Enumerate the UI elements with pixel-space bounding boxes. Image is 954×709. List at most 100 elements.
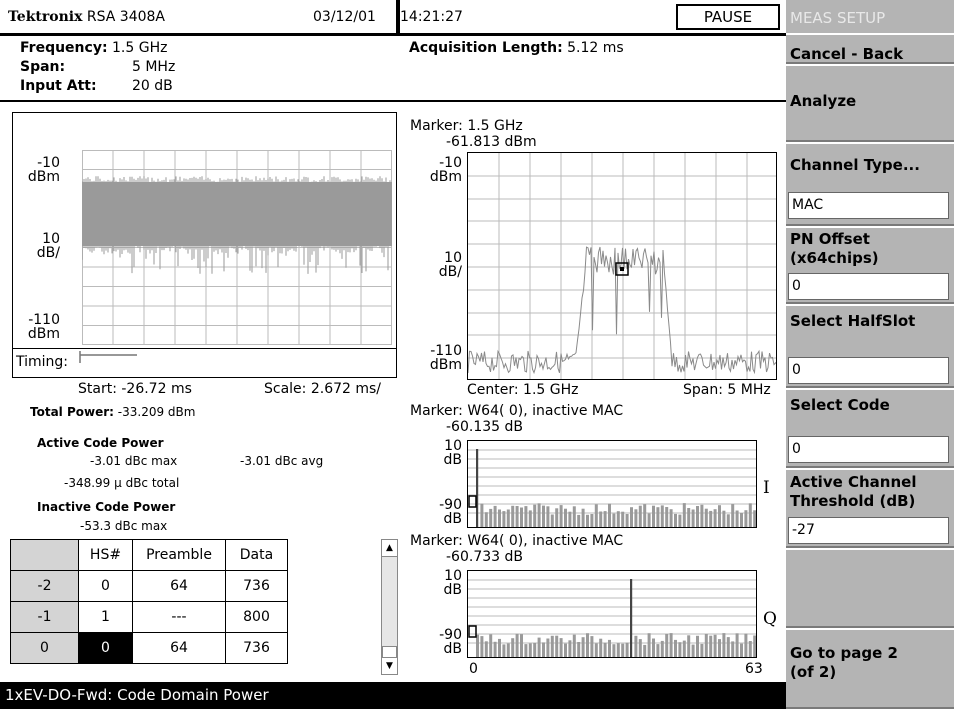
active-threshold-button[interactable]: Active Channel Threshold (dB) — [786, 468, 954, 548]
code-bar — [603, 511, 607, 527]
code-bar — [682, 503, 686, 527]
code-bar — [638, 639, 642, 657]
code-bar — [581, 508, 585, 527]
time-trace-spikes — [82, 176, 391, 274]
analyze-label: Analyze — [790, 92, 857, 110]
code-bar — [484, 512, 488, 527]
cell-hs-selected[interactable]: 0 — [78, 632, 133, 664]
code-bar — [748, 641, 752, 657]
goto-page-button[interactable]: Go to page 2 (of 2) — [786, 628, 954, 709]
code-bar — [498, 638, 501, 657]
header-hs: HS# — [78, 539, 133, 571]
code-bar — [700, 643, 704, 657]
code-bar — [537, 637, 541, 657]
code-i-channel: I — [763, 478, 770, 498]
spec-y-bot: -110 — [430, 343, 462, 359]
code-i-y-top-unit: dB — [443, 452, 463, 468]
analyze-button[interactable]: Analyze — [786, 64, 954, 142]
select-code-field[interactable]: 0 — [788, 436, 949, 463]
code-bar — [638, 505, 642, 527]
empty-softkey[interactable] — [786, 548, 954, 628]
code-bar — [643, 644, 647, 657]
code-bar — [568, 640, 572, 657]
span-setting: Span: 5 MHz — [20, 59, 175, 75]
input-att-value: 20 dB — [132, 78, 173, 94]
timing-label: Timing: — [16, 354, 69, 370]
total-power-value: -33.209 dBm — [117, 405, 196, 419]
code-q-grid — [468, 579, 756, 644]
channel-type-button[interactable]: Channel Type... — [786, 142, 954, 226]
status-bar: 1xEV-DO-Fwd: Code Domain Power — [0, 682, 786, 709]
code-i-y-bot: -90 — [439, 497, 462, 513]
select-halfslot-button[interactable]: Select HalfSlot — [786, 304, 954, 388]
table-row[interactable]: -1 1 --- 800 — [10, 601, 288, 633]
table-row[interactable]: -2 0 64 736 — [10, 570, 288, 602]
code-bar — [643, 504, 647, 527]
span-label: Span: — [20, 59, 66, 75]
code-bar — [586, 514, 589, 527]
code-i-y-top: 10 — [444, 438, 462, 454]
channel-type-label: Channel Type... — [790, 156, 920, 174]
spectrum-trace — [468, 246, 776, 375]
code-q-bars — [476, 579, 756, 657]
scroll-down-icon[interactable]: ▼ — [382, 657, 397, 674]
code-bar — [515, 633, 519, 657]
cell-data: 736 — [225, 632, 288, 664]
code-bar — [594, 643, 598, 657]
code-bar — [612, 513, 616, 527]
pn-offset-label: PN Offset — [790, 230, 870, 248]
pause-indicator[interactable]: PAUSE — [676, 4, 780, 30]
spectrum-marker-value: -61.813 dBm — [446, 134, 537, 150]
code-bar — [634, 635, 638, 657]
channel-type-field[interactable]: MAC — [788, 192, 949, 219]
inactive-max: -53.3 dBc max — [80, 519, 168, 533]
code-bar — [718, 639, 721, 657]
brand-name: Tektronix — [8, 9, 83, 25]
left-y-mid-unit: dB/ — [36, 245, 60, 261]
cancel-back-button[interactable]: Cancel - Back — [786, 33, 954, 64]
code-bar — [735, 633, 739, 657]
code-bar — [691, 644, 695, 657]
code-bar — [506, 643, 510, 657]
code-bar — [740, 643, 743, 657]
span-readout: Span: 5 MHz — [683, 382, 771, 398]
table-scrollbar[interactable]: ▲ ▼ — [381, 539, 398, 675]
select-code-label: Select Code — [790, 396, 890, 414]
code-bar — [520, 507, 523, 527]
code-bar — [511, 505, 515, 527]
code-bar — [533, 642, 537, 657]
code-bar — [524, 644, 528, 657]
code-bar — [696, 506, 699, 527]
code-bar — [546, 506, 550, 527]
code-bar — [669, 633, 673, 657]
pn-offset-button[interactable]: PN Offset (x64chips) — [786, 226, 954, 304]
spectrum-marker: Marker: 1.5 GHz — [410, 118, 523, 134]
active-total: -348.99 µ dBc total — [64, 476, 180, 490]
spectrum-marker-dot — [620, 267, 624, 271]
title-bar: Tektronix RSA 3408A 03/12/01 14:21:27 PA… — [0, 0, 786, 36]
code-bar — [647, 513, 651, 527]
active-threshold-unit: Threshold (dB) — [790, 492, 916, 510]
table-row[interactable]: 0 0 64 736 — [10, 632, 288, 664]
code-bar — [656, 644, 660, 657]
code-bar — [731, 504, 735, 527]
pn-offset-field[interactable]: 0 — [788, 273, 949, 300]
active-code-power-title: Active Code Power — [37, 436, 164, 450]
select-code-button[interactable]: Select Code — [786, 388, 954, 468]
frequency-setting: Frequency: 1.5 GHz — [20, 40, 167, 56]
code-bar — [577, 642, 581, 657]
active-threshold-field[interactable]: -27 — [788, 517, 949, 544]
scroll-up-icon[interactable]: ▲ — [382, 540, 397, 557]
cell-data: 800 — [225, 601, 288, 633]
pn-offset-unit: (x64chips) — [790, 249, 879, 267]
select-halfslot-field[interactable]: 0 — [788, 357, 949, 384]
code-q-y-top: 10 — [444, 568, 462, 584]
spectrum-grid — [468, 153, 776, 379]
code-bar — [498, 509, 501, 527]
code-bar — [691, 509, 695, 527]
left-y-top-unit: dBm — [27, 169, 60, 185]
info-divider — [0, 100, 786, 102]
spec-y-mid: 10 — [444, 250, 462, 266]
spectrum-graph — [467, 152, 777, 380]
code-bar — [608, 639, 611, 657]
